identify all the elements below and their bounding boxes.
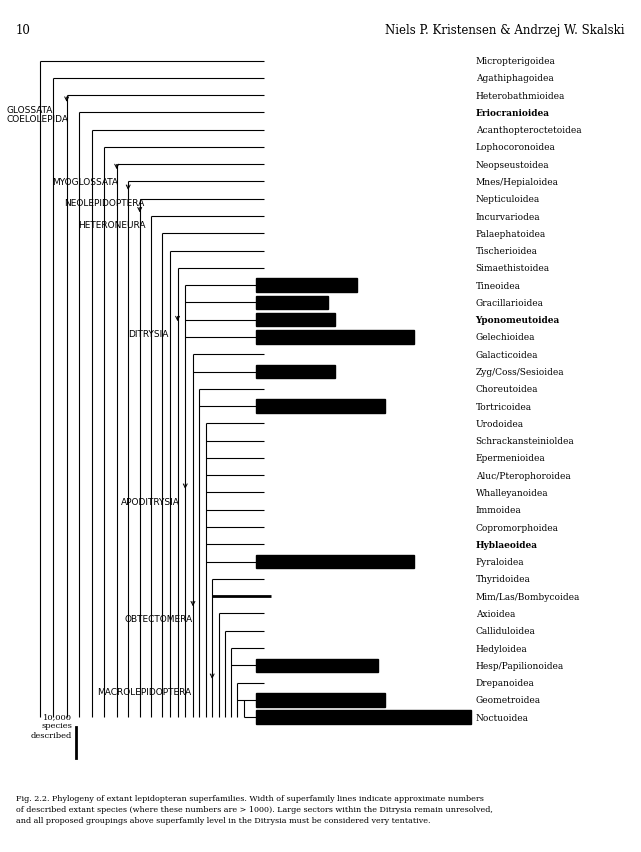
Text: Geometroidea: Geometroidea xyxy=(476,695,541,705)
Text: Copromorphoidea: Copromorphoidea xyxy=(476,523,558,532)
Text: Tischerioidea: Tischerioidea xyxy=(476,247,538,256)
Text: Hesp/Papilionoidea: Hesp/Papilionoidea xyxy=(476,661,564,670)
Text: Noctuoidea: Noctuoidea xyxy=(476,713,529,722)
Text: Palaephatoidea: Palaephatoidea xyxy=(476,229,546,239)
Text: Whalleyanoidea: Whalleyanoidea xyxy=(476,488,548,498)
Text: Lophocoronoidea: Lophocoronoidea xyxy=(476,143,556,153)
Text: Mim/Las/Bombycoidea: Mim/Las/Bombycoidea xyxy=(476,592,580,601)
Text: 10,000
species
described: 10,000 species described xyxy=(31,712,72,739)
Text: Mnes/Hepialoidea: Mnes/Hepialoidea xyxy=(476,178,558,187)
Text: Schrackansteinioldea: Schrackansteinioldea xyxy=(476,436,574,446)
Bar xyxy=(256,556,414,568)
Text: Tineoidea: Tineoidea xyxy=(476,281,520,291)
Bar xyxy=(256,296,328,310)
Text: Micropterigoidea: Micropterigoidea xyxy=(476,57,556,66)
Bar xyxy=(256,659,378,672)
Text: Yponomeutoidea: Yponomeutoidea xyxy=(476,316,560,325)
Text: Drepanoidea: Drepanoidea xyxy=(476,678,535,688)
Text: Gracillarioidea: Gracillarioidea xyxy=(476,298,544,308)
Text: Niels P. Kristensen & Andrzej W. Skalski: Niels P. Kristensen & Andrzej W. Skalski xyxy=(385,24,625,37)
Text: Simaethistoidea: Simaethistoidea xyxy=(476,264,550,273)
Bar xyxy=(256,711,471,724)
Text: Hyblaeoidea: Hyblaeoidea xyxy=(476,540,538,550)
Text: Immoidea: Immoidea xyxy=(476,506,521,515)
Text: Zyg/Coss/Sesioidea: Zyg/Coss/Sesioidea xyxy=(476,367,564,377)
Text: Agathiphagoidea: Agathiphagoidea xyxy=(476,74,553,83)
Text: Fig. 2.2. Phylogeny of extant lepidopteran superfamilies. Width of superfamily l: Fig. 2.2. Phylogeny of extant lepidopter… xyxy=(16,794,484,802)
Text: MYOGLOSSATA: MYOGLOSSATA xyxy=(53,178,119,187)
Bar xyxy=(256,279,356,292)
Text: HETERONEURA: HETERONEURA xyxy=(78,221,146,230)
Text: Aluc/Pterophoroidea: Aluc/Pterophoroidea xyxy=(476,471,570,481)
Bar xyxy=(256,400,385,413)
Text: Urodoidea: Urodoidea xyxy=(476,419,524,429)
Text: Thyridoidea: Thyridoidea xyxy=(476,575,531,584)
Text: Calliduloidea: Calliduloidea xyxy=(476,626,535,636)
Text: DITRYSIA: DITRYSIA xyxy=(128,330,169,338)
Bar xyxy=(256,331,414,344)
Text: Axioidea: Axioidea xyxy=(476,609,515,619)
Text: Neopseustoidea: Neopseustoidea xyxy=(476,160,549,170)
Text: Tortricoidea: Tortricoidea xyxy=(476,402,532,412)
Text: Pyraloidea: Pyraloidea xyxy=(476,557,524,567)
Text: GLOSSATA
COELOLEPIDA: GLOSSATA COELOLEPIDA xyxy=(6,106,69,124)
Text: MACROLEPIDOPTERA: MACROLEPIDOPTERA xyxy=(97,687,192,696)
Text: Epermenioidea: Epermenioidea xyxy=(476,454,545,463)
Text: Choreutoidea: Choreutoidea xyxy=(476,385,538,394)
Bar xyxy=(256,694,385,707)
Text: and all proposed groupings above superfamily level in the Ditrysia must be consi: and all proposed groupings above superfa… xyxy=(16,816,431,824)
Text: Gelechioidea: Gelechioidea xyxy=(476,333,535,343)
Text: 10: 10 xyxy=(16,24,31,37)
Text: Galacticoidea: Galacticoidea xyxy=(476,350,538,360)
Text: Hedyloidea: Hedyloidea xyxy=(476,644,528,653)
Text: Acanthopteroctetoidea: Acanthopteroctetoidea xyxy=(476,126,581,135)
Text: OBTECTOMERA: OBTECTOMERA xyxy=(125,614,193,624)
Text: Nepticuloidea: Nepticuloidea xyxy=(476,195,540,204)
Text: APODITRYSIA: APODITRYSIA xyxy=(121,497,179,506)
Bar xyxy=(256,366,335,379)
Text: Heterobathmioidea: Heterobathmioidea xyxy=(476,91,565,101)
Text: Eriocranioidea: Eriocranioidea xyxy=(476,109,549,118)
Text: NEOLEPIDOPTERA: NEOLEPIDOPTERA xyxy=(64,199,144,208)
Bar xyxy=(256,314,335,327)
Text: Incurvariodea: Incurvariodea xyxy=(476,212,540,222)
Text: of described extant species (where these numbers are > 1000). Large sectors with: of described extant species (where these… xyxy=(16,805,493,813)
